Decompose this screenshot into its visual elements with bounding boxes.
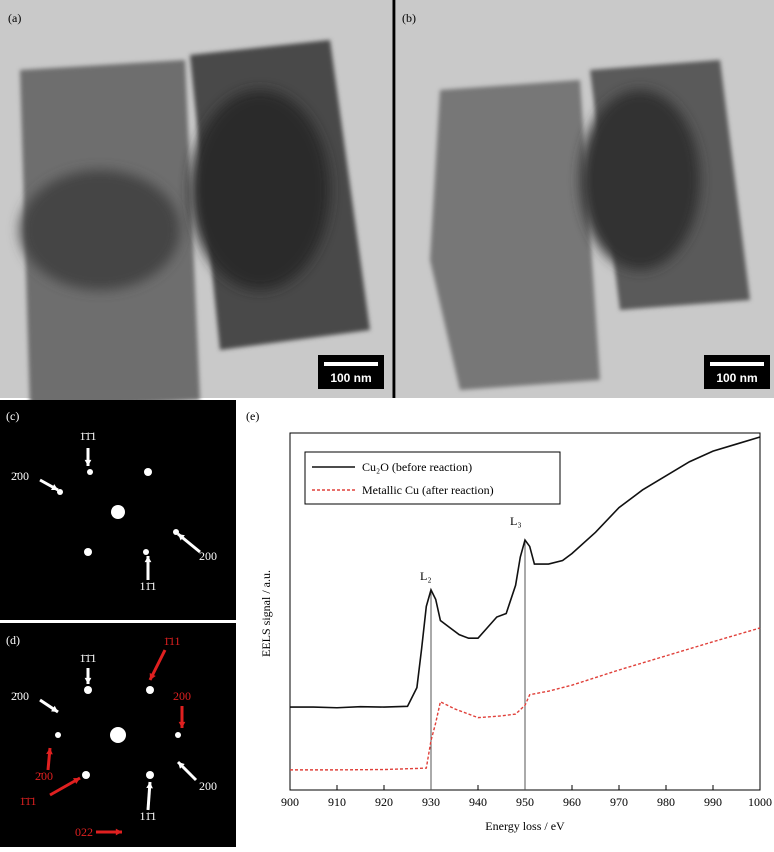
- x-tick-label: 950: [516, 795, 534, 809]
- spot: [146, 771, 154, 779]
- spot: [87, 469, 93, 475]
- spot: [82, 771, 90, 779]
- figure: (a) (b) (c) (d) (e) 100 nm 100 nm 1̄1̄1 2̄00 200 1…: [0, 0, 774, 847]
- index-label: 11̄1: [139, 809, 156, 823]
- legend-label: Metallic Cu (after reaction): [362, 483, 494, 497]
- scale-label: 100 nm: [716, 371, 757, 385]
- spot: [111, 505, 125, 519]
- x-axis-label: Energy loss / eV: [485, 819, 565, 833]
- x-tick-label: 910: [328, 795, 346, 809]
- index-label: 2̄00: [35, 769, 53, 783]
- x-tick-label: 980: [657, 795, 675, 809]
- index-label: 200: [199, 779, 217, 793]
- x-tick-label: 990: [704, 795, 722, 809]
- x-tick-label: 900: [281, 795, 299, 809]
- panel-label: (e): [246, 409, 259, 423]
- shade: [580, 90, 700, 270]
- x-tick-label: 970: [610, 795, 628, 809]
- index-label: 200: [173, 689, 191, 703]
- index-label: 2̄00: [11, 689, 29, 703]
- scale-label: 100 nm: [330, 371, 371, 385]
- index-label: 1̄1̄1: [79, 651, 96, 665]
- index-label: 1̄11: [163, 634, 180, 648]
- spot: [110, 727, 126, 743]
- panel-label: (c): [6, 409, 19, 423]
- index-label: 1̄1̄1: [19, 794, 36, 808]
- annotation: L₂: [420, 569, 432, 583]
- x-tick-label: 930: [422, 795, 440, 809]
- shade: [20, 170, 180, 290]
- spot: [144, 468, 152, 476]
- spot: [84, 548, 92, 556]
- index-label: 1̄1̄1: [79, 429, 96, 443]
- spot: [175, 732, 181, 738]
- spot: [146, 686, 154, 694]
- spot: [55, 732, 61, 738]
- x-tick-label: 920: [375, 795, 393, 809]
- panel-label: (a): [8, 11, 21, 25]
- x-tick-label: 940: [469, 795, 487, 809]
- panel-label: (b): [402, 11, 416, 25]
- index-label: 11̄1: [139, 579, 156, 593]
- shade: [190, 90, 330, 290]
- x-tick-label: 1000: [748, 795, 772, 809]
- particle: [430, 80, 600, 390]
- index-label: 200: [199, 549, 217, 563]
- y-axis-label: EELS signal / a.u.: [259, 570, 273, 657]
- spot: [143, 549, 149, 555]
- panel-label: (d): [6, 633, 20, 647]
- x-tick-label: 960: [563, 795, 581, 809]
- index-label: 2̄00: [11, 469, 29, 483]
- legend-label: Cu₂O (before reaction): [362, 460, 472, 474]
- spot: [84, 686, 92, 694]
- annotation: L₃: [510, 514, 522, 528]
- index-label: 022: [75, 825, 93, 839]
